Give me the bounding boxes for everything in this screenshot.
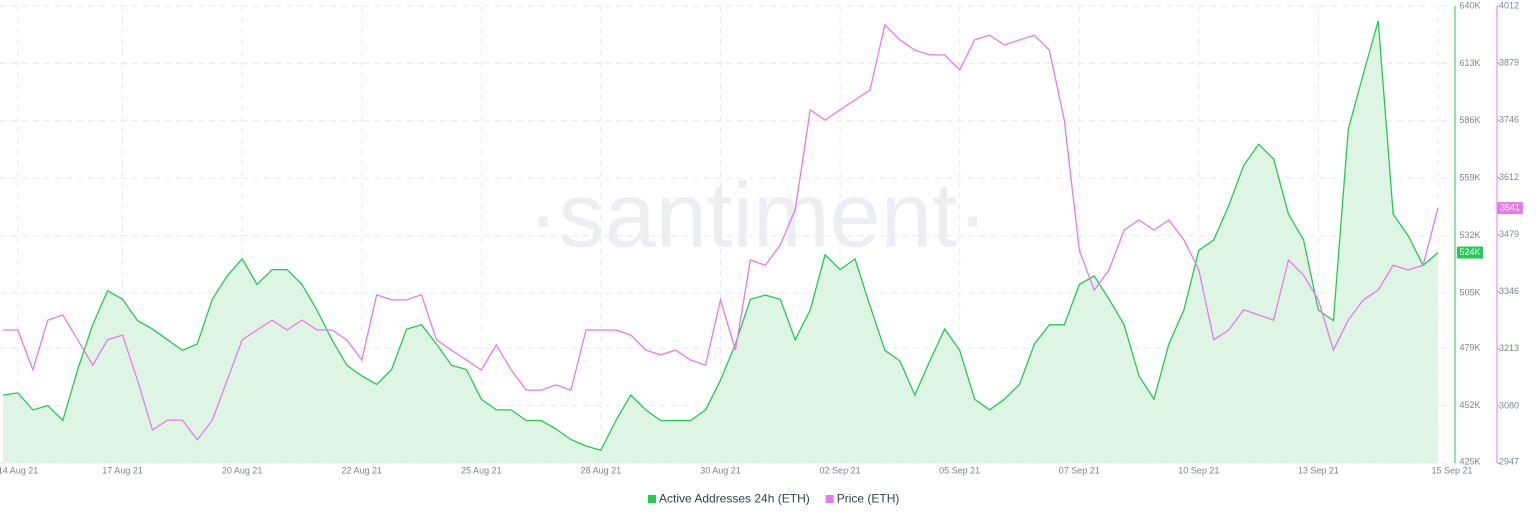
x-tick-label: 10 Sep 21 xyxy=(1178,465,1219,475)
x-tick-label: 22 Aug 21 xyxy=(341,465,382,475)
legend-text: Active Addresses 24h (ETH) xyxy=(659,492,810,506)
watermark: ·santiment· xyxy=(528,164,988,266)
y2-tick-label: 3479 xyxy=(1499,229,1519,239)
y-tick-label: 559K xyxy=(1459,173,1480,183)
x-tick-label: 28 Aug 21 xyxy=(581,465,622,475)
y2-tick-label: 3080 xyxy=(1499,400,1519,410)
legend-swatch xyxy=(825,495,834,503)
last-value-label: 3541 xyxy=(1500,202,1520,212)
x-tick-label: 25 Aug 21 xyxy=(461,465,502,475)
last-value-label: 524K xyxy=(1459,247,1480,257)
line xyxy=(3,23,1439,441)
line xyxy=(2,20,1439,451)
y-tick-label: 505K xyxy=(1459,287,1480,297)
y-tick-label: 613K xyxy=(1459,58,1480,68)
y2-tick-label: 4012 xyxy=(1499,0,1519,10)
legend-swatch xyxy=(648,495,656,503)
x-tick-label: 13 Sep 21 xyxy=(1298,465,1339,475)
x-tick-label: 05 Sep 21 xyxy=(939,465,980,475)
y-tick-label: 452K xyxy=(1459,400,1480,410)
last-value-badge xyxy=(1497,202,1523,215)
y2-tick-label: 3746 xyxy=(1499,115,1519,125)
x-tick-label: 20 Aug 21 xyxy=(222,465,263,475)
x-tick-label: 02 Sep 21 xyxy=(820,465,861,475)
area xyxy=(3,20,1438,464)
legend-text: Price (ETH) xyxy=(837,492,900,506)
x-tick-label: 07 Sep 21 xyxy=(1059,465,1100,475)
y2-tick-label: 3346 xyxy=(1499,286,1519,296)
y-tick-label: 586K xyxy=(1459,115,1480,125)
y-tick-label: 479K xyxy=(1459,343,1480,353)
y-tick-label: 640K xyxy=(1459,0,1480,10)
x-tick-label: 30 Aug 21 xyxy=(700,465,741,475)
x-tick-label: 15 Sep 21 xyxy=(1431,465,1472,475)
x-tick-label: 17 Aug 21 xyxy=(102,465,143,475)
y-tick-label: 532K xyxy=(1459,230,1480,240)
y2-tick-label: 2947 xyxy=(1499,456,1519,466)
y-tick-label: 425K xyxy=(1459,456,1480,466)
y2-tick-label: 3612 xyxy=(1499,172,1519,182)
y2-tick-label: 3213 xyxy=(1499,343,1519,353)
x-tick-label: 14 Aug 21 xyxy=(0,465,38,475)
y2-tick-label: 3879 xyxy=(1499,57,1519,67)
last-value-badge xyxy=(1457,246,1483,259)
